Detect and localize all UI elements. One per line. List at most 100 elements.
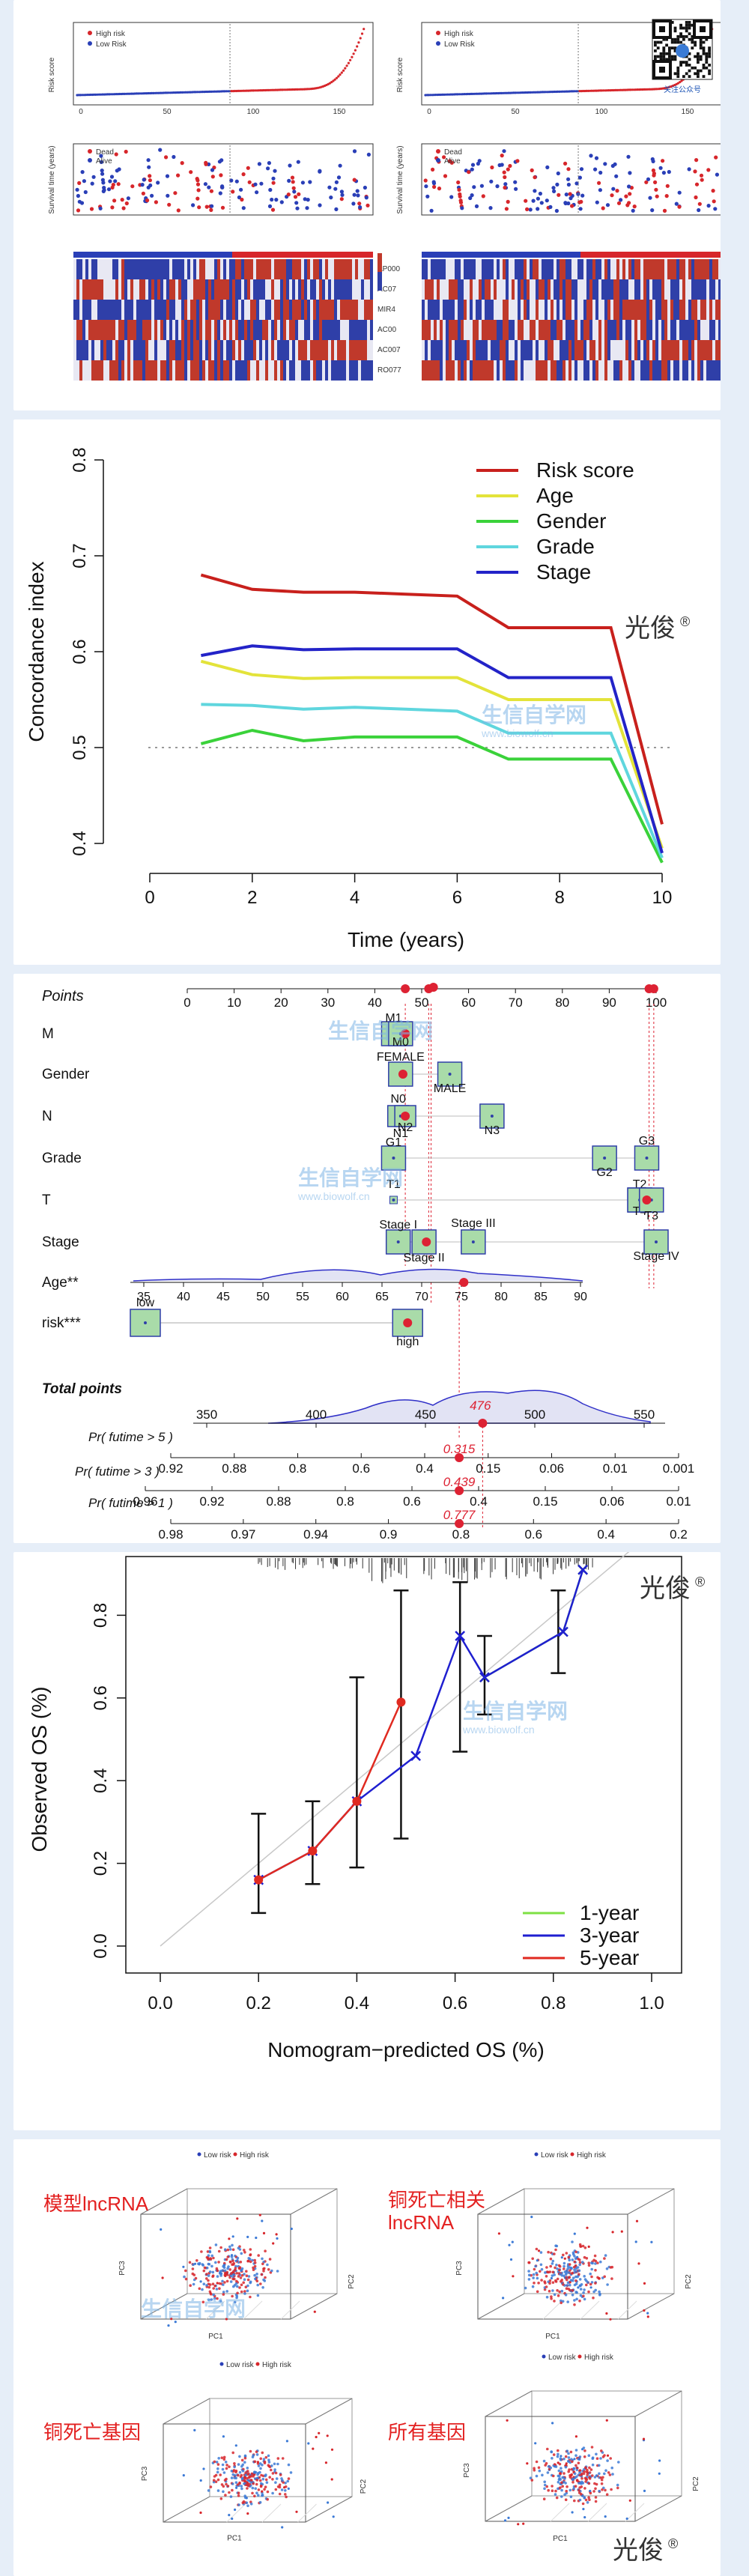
risk-point <box>357 41 360 44</box>
survival-point <box>502 170 506 175</box>
qr-module <box>694 55 697 58</box>
risk-point <box>352 52 355 55</box>
pca-point <box>199 2280 202 2283</box>
pr-tick-label: 0.6 <box>403 1494 421 1509</box>
heatmap-cell <box>515 259 518 279</box>
pca-point <box>601 2455 605 2458</box>
heatmap-cell <box>461 300 464 320</box>
heatmap-cell <box>715 340 718 360</box>
risk-point <box>266 88 269 91</box>
heatmap-cell <box>103 360 106 381</box>
qr-module <box>685 35 688 38</box>
heatmap-cell <box>497 300 500 320</box>
survival-point <box>694 195 698 200</box>
point-marker <box>403 1318 413 1327</box>
risk-point <box>276 88 279 91</box>
heatmap-cell <box>488 360 491 381</box>
pca-point <box>258 2213 261 2216</box>
risk-point <box>230 90 233 93</box>
risk-point <box>328 82 331 85</box>
heatmap-cell <box>646 259 649 279</box>
qr-module <box>676 69 680 73</box>
heatmap-cell <box>694 300 697 320</box>
heatmap-cell <box>352 340 355 360</box>
heatmap-cell <box>658 320 661 340</box>
survival-point <box>715 172 719 177</box>
heatmap-cell <box>100 279 103 300</box>
svg-text:®: ® <box>680 614 690 629</box>
survival-point <box>664 194 669 198</box>
risk-point <box>625 88 629 91</box>
heatmap-cell <box>253 360 256 381</box>
heatmap-cell <box>583 360 586 381</box>
heatmap-cell <box>106 320 109 340</box>
heatmap-cell <box>562 259 565 279</box>
heatmap-cell <box>715 300 718 320</box>
heatmap-cell <box>196 360 199 381</box>
survival-point <box>476 161 480 166</box>
risk-point <box>270 88 273 91</box>
pca-point <box>284 2493 287 2496</box>
risk-point <box>480 92 483 95</box>
survival-point <box>274 198 279 202</box>
qr-module <box>699 37 703 41</box>
heatmap-cell <box>706 279 709 300</box>
heatmap-cell <box>479 300 482 320</box>
risk-point <box>162 91 166 94</box>
heatmap-cell <box>533 259 536 279</box>
pca-point <box>332 2515 335 2518</box>
heatmap-cell <box>319 300 322 320</box>
pca-point <box>611 2231 614 2234</box>
heatmap-cell <box>604 300 607 320</box>
heatmap-cell <box>670 300 673 320</box>
watermark-brand: 生信自学网 <box>482 703 586 727</box>
heatmap-cell <box>437 360 440 381</box>
pca-point <box>225 2279 229 2283</box>
heatmap-cell <box>154 259 157 279</box>
heatmap-cell <box>673 320 676 340</box>
level-label: N1 <box>393 1127 409 1140</box>
qr-module <box>694 66 697 70</box>
heatmap-cell <box>700 340 703 360</box>
heatmap-cell <box>485 360 488 381</box>
points-tick-label: 60 <box>461 995 476 1010</box>
pca-point <box>583 2255 586 2259</box>
risk-point <box>437 93 440 97</box>
heatmap-cell <box>422 320 425 340</box>
heatmap-cell <box>103 300 106 320</box>
pca-point <box>559 2486 562 2489</box>
pca-point <box>258 2479 262 2482</box>
pca-point <box>239 2276 243 2279</box>
pca-point <box>255 2273 258 2276</box>
heatmap-cell <box>268 279 271 300</box>
pca-point <box>606 2283 609 2286</box>
heatmap-cell <box>631 320 634 340</box>
survival-point <box>142 178 146 182</box>
heatmap-cell <box>503 300 506 320</box>
y-tick-label: 0.7 <box>70 543 90 568</box>
heatmap-cell <box>340 279 343 300</box>
heatmap-cell <box>542 360 545 381</box>
heatmap-cell <box>112 300 115 320</box>
heatmap-cell <box>464 360 467 381</box>
heatmap-cell <box>184 340 187 360</box>
risk-point <box>644 88 647 91</box>
pca-legend-marker <box>233 2152 237 2157</box>
survival-point <box>513 180 518 184</box>
heatmap-cell <box>322 259 325 279</box>
heatmap-cell <box>268 340 271 360</box>
risk-point <box>218 90 221 93</box>
heatmap-cell <box>545 340 548 360</box>
pca-point <box>191 2267 195 2270</box>
risk-plot-tick: 150 <box>333 108 346 116</box>
survival-point <box>624 194 628 198</box>
survival-point <box>164 155 169 160</box>
points-tick-label: 20 <box>274 995 288 1010</box>
qr-module <box>682 26 685 30</box>
qr-module <box>702 75 706 78</box>
survival-point <box>625 203 630 207</box>
heatmap-cell <box>682 279 685 300</box>
pca-point <box>273 2462 276 2466</box>
heatmap-cell <box>625 360 628 381</box>
